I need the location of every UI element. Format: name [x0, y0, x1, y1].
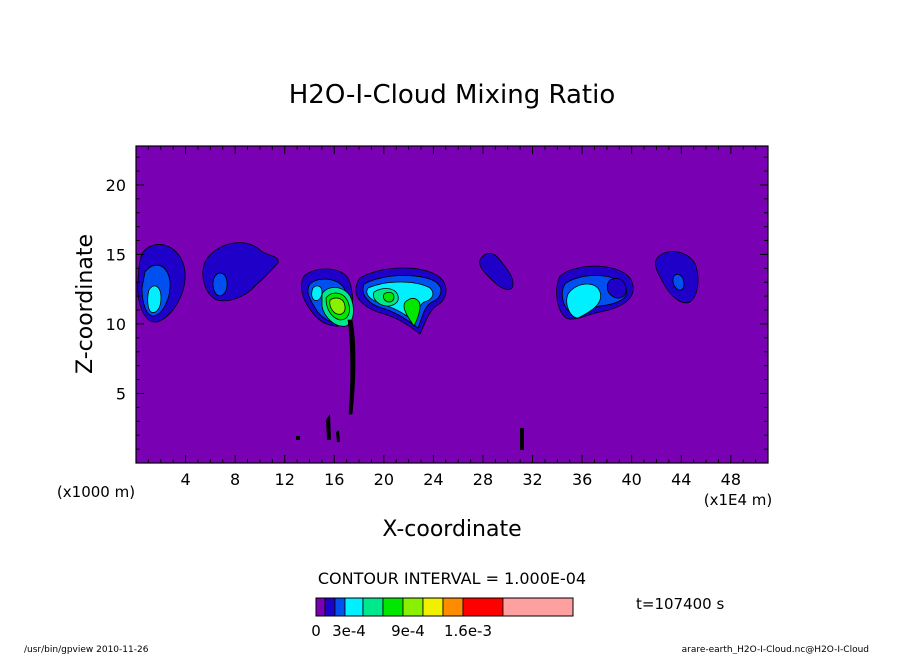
- y-scale-note: (x1000 m): [57, 483, 135, 501]
- colorbar-swatch: [382, 597, 404, 617]
- colorbar-swatch: [422, 597, 444, 617]
- cloud-cell-b: [202, 242, 279, 302]
- colorbar-swatch: [315, 597, 326, 617]
- x-tick-label: 16: [324, 470, 344, 489]
- x-tick-label: 32: [522, 470, 542, 489]
- x-tick-label: 28: [473, 470, 493, 489]
- x-tick-label: 48: [721, 470, 741, 489]
- x-tick-label: 4: [180, 470, 190, 489]
- x-tick-label: 12: [275, 470, 295, 489]
- low-level-features: [296, 414, 524, 450]
- x-tick-label: 24: [423, 470, 443, 489]
- colorbar-swatch: [502, 597, 574, 617]
- colorbar-swatch: [462, 597, 504, 617]
- y-tick-label: 15: [106, 245, 126, 264]
- footer-left: /usr/bin/gpview 2010-11-26: [24, 645, 149, 654]
- cloud-contours: [137, 242, 699, 450]
- x-tick-label: 8: [230, 470, 240, 489]
- cloud-cell-g: [655, 251, 699, 304]
- x-scale-note: (x1E4 m): [704, 491, 773, 509]
- cloud-cell-c: [301, 268, 356, 415]
- x-tick-label: 20: [374, 470, 394, 489]
- x-tick-label: 36: [572, 470, 592, 489]
- cloud-cell-f: [556, 265, 634, 320]
- chart-title: H2O-I-Cloud Mixing Ratio: [289, 80, 616, 110]
- colorbar-frame: [315, 597, 574, 617]
- colorbar-swatch: [442, 597, 464, 617]
- colorbar-swatch: [402, 597, 424, 617]
- contour-interval-text: CONTOUR INTERVAL = 1.000E-04: [318, 569, 586, 588]
- y-tick-label: 20: [106, 176, 126, 195]
- x-axis-label: X-coordinate: [382, 517, 521, 542]
- colorbar-label: 9e-4: [391, 622, 425, 640]
- plot-background: [136, 146, 768, 463]
- colorbar-label: 0: [311, 622, 321, 640]
- y-tick-label: 10: [106, 315, 126, 334]
- x-tick-label: 44: [671, 470, 691, 489]
- cloud-cell-e: [479, 252, 514, 290]
- colorbar-swatch: [344, 597, 364, 617]
- colorbar-swatch: [324, 597, 336, 617]
- plot-frame: [135, 145, 769, 464]
- cloud-cell-d: [355, 267, 447, 335]
- colorbar-swatch: [362, 597, 384, 617]
- y-axis-label: Z-coordinate: [73, 234, 98, 374]
- colorbar: 0 3e-4 9e-4 1.6e-3: [311, 597, 574, 640]
- colorbar-label: 1.6e-3: [444, 622, 492, 640]
- cloud-cell-a: [137, 244, 186, 323]
- x-tick-label: 40: [622, 470, 642, 489]
- colorbar-label: 3e-4: [332, 622, 366, 640]
- time-stamp: t=107400 s: [636, 595, 724, 613]
- y-tick-label: 5: [116, 384, 126, 403]
- footer-right: arare-earth_H2O-I-Cloud.nc@H2O-I-Cloud: [682, 645, 869, 654]
- colorbar-swatch: [334, 597, 346, 617]
